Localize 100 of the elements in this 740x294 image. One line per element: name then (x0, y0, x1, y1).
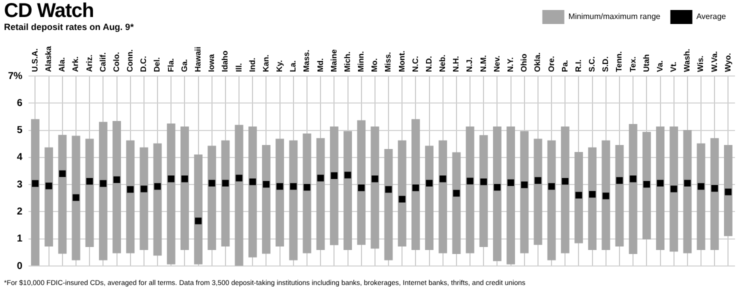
bar (656, 126, 664, 250)
bar (126, 140, 135, 254)
bar (493, 126, 502, 262)
point (630, 176, 636, 182)
point (194, 218, 202, 224)
bar (560, 126, 570, 254)
x-tick-label: N.Y. (506, 57, 516, 72)
bar (85, 138, 94, 247)
point (616, 177, 623, 184)
x-tick-label: S.C. (588, 56, 597, 72)
x-tick-label: Idaho (220, 50, 230, 72)
x-tick-label: Nev. (492, 56, 502, 72)
x-tick-label: Mich. (342, 52, 352, 72)
x-tick-label: Alaska (44, 46, 54, 72)
x-tick-label: Ore. (546, 56, 556, 72)
point (412, 184, 420, 192)
x-tick-label: R.I. (574, 60, 583, 72)
point (466, 178, 474, 184)
point (317, 174, 324, 182)
bar (602, 140, 610, 250)
x-tick-label: Calif. (98, 52, 108, 72)
point (548, 183, 555, 190)
bar (248, 126, 257, 258)
point (643, 180, 650, 188)
bar (302, 134, 312, 254)
point (670, 186, 678, 192)
x-tick-label: Ark. (71, 56, 80, 72)
bar (344, 131, 352, 250)
point (154, 183, 161, 190)
point (140, 186, 148, 192)
x-tick-label: Ga. (180, 59, 189, 72)
point (344, 172, 352, 178)
x-tick-label: Fla. (166, 58, 176, 72)
point (480, 178, 487, 186)
x-tick-label: N.M. (478, 55, 488, 72)
y-tick-label: 1 (16, 234, 23, 245)
chart-title: CD Watch (4, 0, 94, 23)
bar (670, 126, 678, 252)
y-tick-label: 7% (8, 70, 23, 82)
x-tick-label: Ariz. (84, 54, 94, 72)
bar (520, 131, 529, 254)
bar (140, 147, 148, 250)
legend-label: Minimum/maximum range (568, 12, 661, 22)
point (181, 176, 188, 182)
point (46, 182, 52, 190)
bar (330, 126, 338, 246)
point (440, 176, 446, 182)
point (32, 180, 39, 187)
bar (72, 136, 80, 260)
bar (316, 138, 325, 250)
point (494, 184, 501, 191)
x-tick-label: Wis. (696, 56, 706, 72)
point (86, 178, 93, 185)
x-tick-label: Tex. (628, 56, 638, 72)
x-tick-label: Va. (655, 60, 664, 72)
x-tick-label: Okla. (533, 52, 542, 72)
x-tick-label: S.D. (601, 56, 610, 72)
x-tick-label: La. (288, 60, 298, 72)
x-tick-label: Miss. (384, 52, 393, 72)
point (222, 180, 229, 187)
bar (452, 152, 461, 254)
x-tick-label: Iowa (207, 54, 216, 72)
bar (289, 140, 298, 260)
x-tick-label: Colo. (112, 52, 121, 72)
point (507, 179, 514, 186)
x-tick-label: Pa. (560, 60, 570, 72)
point (684, 180, 691, 187)
x-tick-label: Tenn. (614, 51, 624, 72)
x-tick-label: Mont. (397, 50, 406, 72)
bar (534, 138, 542, 245)
x-tick-label: Utah (642, 54, 651, 72)
y-tick-label: 3 (16, 179, 23, 190)
bar (234, 124, 244, 266)
point (602, 192, 610, 200)
point (724, 188, 732, 196)
x-tick-label: Neb. (438, 54, 448, 72)
x-tick-label: Ohio (520, 54, 529, 72)
x-tick-label: U.S.A. (30, 48, 40, 72)
bar (153, 143, 162, 256)
point (575, 192, 582, 198)
bar (724, 144, 732, 236)
x-tick-label: N.D. (424, 56, 434, 72)
point (330, 172, 338, 179)
bar (31, 119, 40, 266)
point (276, 183, 284, 190)
bar (696, 143, 706, 250)
x-tick-label: Md. (316, 58, 325, 72)
point (168, 176, 174, 182)
point (113, 176, 120, 184)
bar (262, 144, 270, 254)
point (589, 191, 596, 198)
bar (574, 152, 583, 244)
bar (588, 147, 597, 250)
point (290, 183, 297, 190)
bar (180, 126, 189, 250)
x-tick-label: Wash. (682, 48, 692, 72)
bar (506, 126, 516, 264)
point (372, 176, 378, 182)
bar (370, 126, 380, 249)
point (426, 180, 433, 187)
